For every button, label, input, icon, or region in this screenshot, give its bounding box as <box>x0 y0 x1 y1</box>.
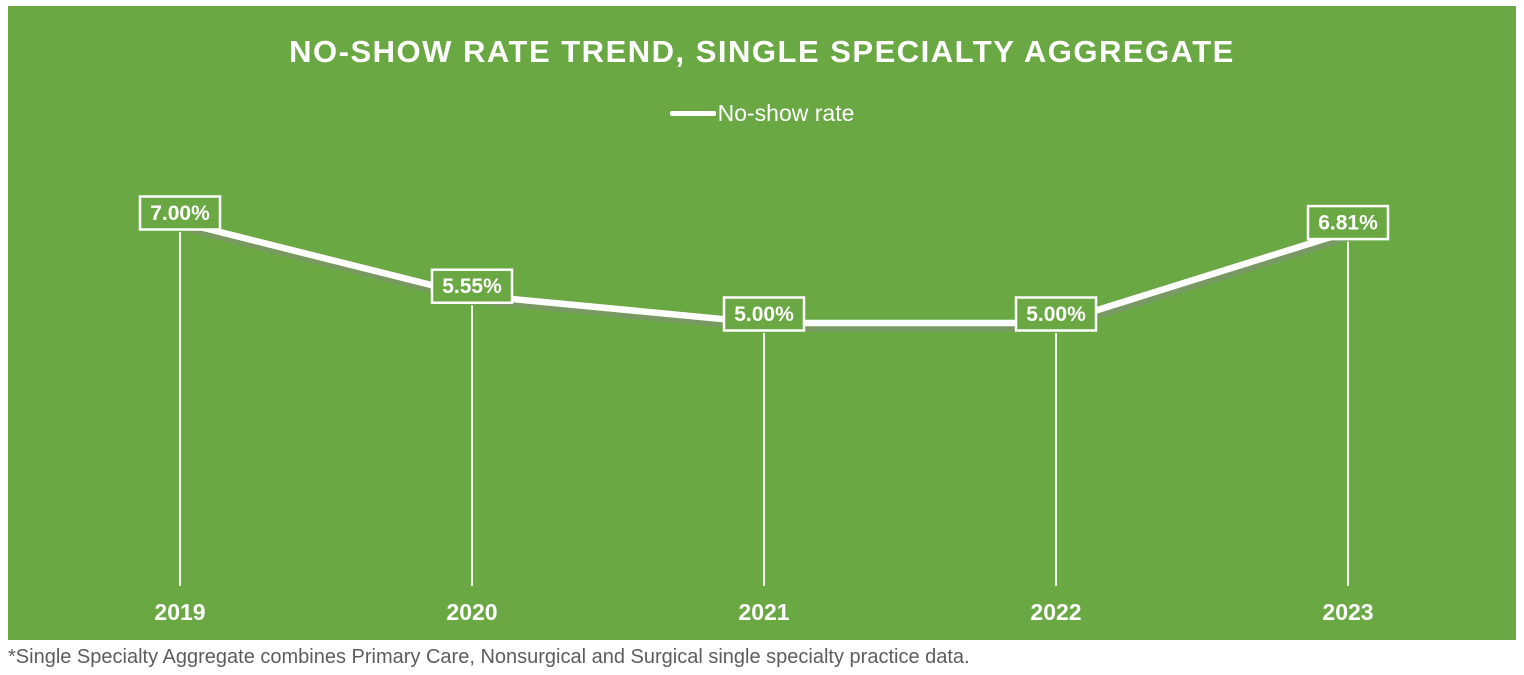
line-series-icon <box>669 111 716 116</box>
x-axis-label: 2022 <box>1030 599 1081 625</box>
data-label: 7.00% <box>150 202 210 225</box>
data-label: 5.00% <box>734 303 794 326</box>
data-label: 5.00% <box>1026 303 1086 326</box>
data-label: 6.81% <box>1318 212 1378 235</box>
x-axis-label: 2023 <box>1322 599 1373 625</box>
data-label: 5.55% <box>442 275 502 298</box>
legend-label: No-show rate <box>717 100 855 126</box>
x-axis-label: 2021 <box>738 599 789 625</box>
data-label-box <box>1306 204 1390 241</box>
x-axis-label: 2020 <box>446 599 497 625</box>
x-axis-label: 2019 <box>154 599 205 625</box>
footnote: *Single Specialty Aggregate combines Pri… <box>8 646 970 668</box>
legend: No-show rate <box>8 100 1516 127</box>
chart-canvas: 7.00% 5.55% 5.00% 5.00% 6.81% 2019 2020 2021 202… <box>138 195 1390 625</box>
data-label-box <box>430 268 514 304</box>
chart-title: NO-SHOW RATE TREND, SINGLE SPECIALTY AGG… <box>289 34 1235 69</box>
chart-panel: 7.00% 5.55% 5.00% 5.00% 6.81% 2019 2020 2021 202… <box>8 6 1516 640</box>
data-label-box <box>1014 296 1098 332</box>
data-label-box <box>722 296 806 332</box>
data-label-box <box>138 195 222 231</box>
